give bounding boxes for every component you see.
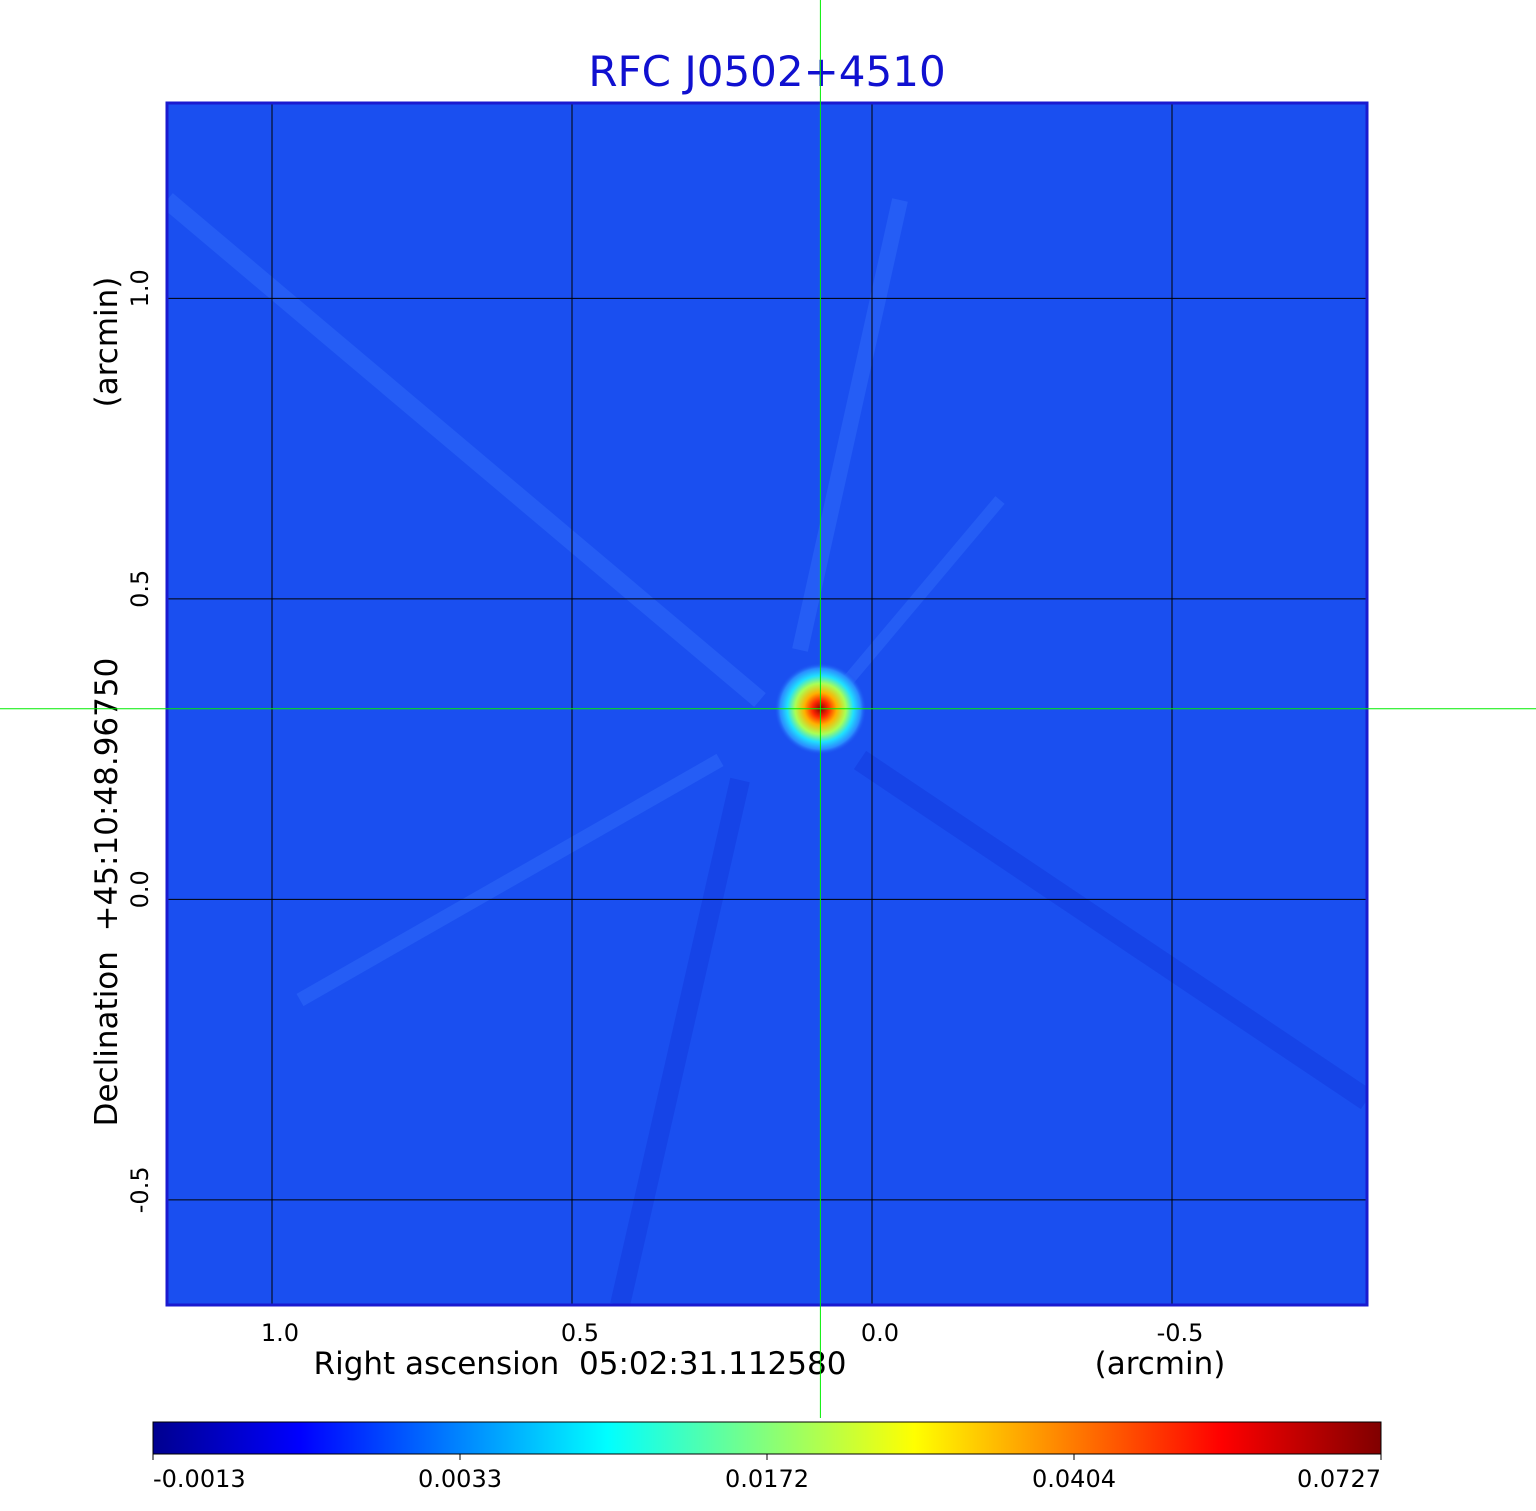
- plot-frame: [165, 101, 1369, 1307]
- y-tick-label: 0.5: [126, 570, 154, 608]
- x-tick-label: 0.0: [861, 1319, 899, 1347]
- x-axis-tick-labels: 1.0 0.5 0.0 -0.5: [261, 1319, 1204, 1347]
- plot-area: [165, 101, 1369, 1307]
- y-tick-label: -0.5: [126, 1166, 154, 1213]
- chart-title: RFC J0502+4510: [588, 47, 945, 96]
- colorbar-tick-labels: -0.0013 0.0033 0.0172 0.0404 0.0727: [152, 1454, 1382, 1493]
- map-background: [167, 103, 1367, 1305]
- y-tick-label: 1.0: [126, 269, 154, 307]
- y-tick-label: 0.0: [126, 870, 154, 908]
- x-tick-label: 0.5: [561, 1319, 599, 1347]
- colorbar-tick-label: 0.0727: [1297, 1465, 1381, 1493]
- y-axis-unit: (arcmin): [89, 277, 125, 408]
- noise-streaks: [167, 193, 1367, 1305]
- colorbar-gradient: [152, 1421, 1382, 1455]
- y-axis-label: Declination +45:10:48.96750: [89, 658, 125, 1127]
- colorbar-tick-label: -0.0013: [153, 1465, 246, 1493]
- x-axis-unit: (arcmin): [1095, 1346, 1226, 1382]
- colorbar-tick-label: 0.0172: [725, 1465, 809, 1493]
- grid-lines: [167, 103, 1367, 1305]
- colorbar-tick-label: 0.0404: [1032, 1465, 1116, 1493]
- x-axis-label: Right ascension 05:02:31.112580: [314, 1346, 847, 1382]
- y-axis-tick-labels: 1.0 0.5 0.0 -0.5: [126, 269, 154, 1213]
- x-tick-label: 1.0: [261, 1319, 299, 1347]
- crosshair: [0, 0, 1536, 1418]
- colorbar-tick-label: 0.0033: [418, 1465, 502, 1493]
- x-tick-label: -0.5: [1157, 1319, 1204, 1347]
- colorbar: -0.0013 0.0033 0.0172 0.0404 0.0727: [152, 1421, 1382, 1493]
